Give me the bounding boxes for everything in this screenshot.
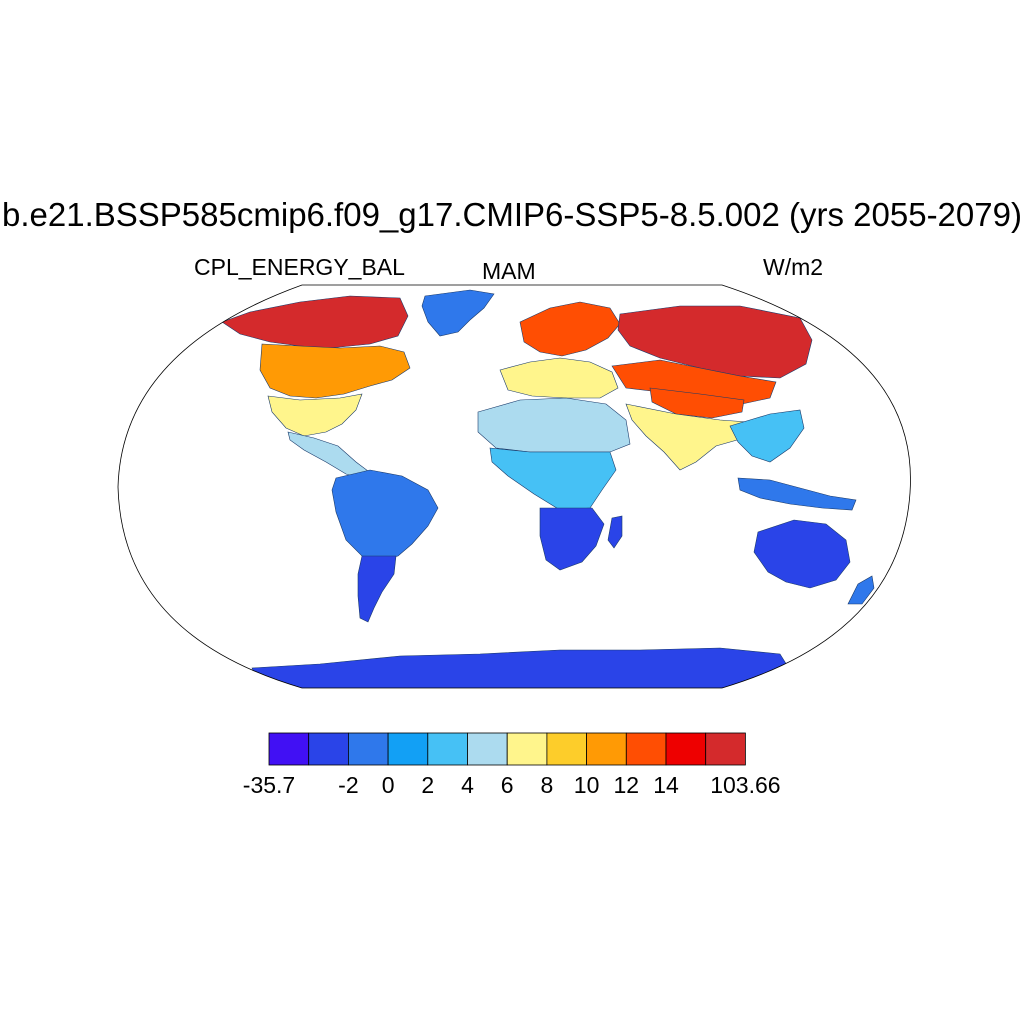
colorbar-tick-label: 14 [653,772,679,798]
colorbar-swatch [308,732,349,766]
colorbar-tick-label: 12 [613,772,640,798]
region-antarctica [251,647,791,688]
colorbar-swatch [705,732,746,766]
colorbar-tick-label: 10 [573,772,600,798]
land-layer [221,289,875,688]
region-southeast-asia [729,409,805,463]
colorbar-tick-label: 6 [500,772,514,798]
colorbar-swatch [347,732,389,766]
region-australia [753,519,851,589]
region-patagonia [357,555,397,623]
region-siberia [617,305,813,379]
plot-title: b.e21.BSSP585cmip6.f09_g17.CMIP6-SSP5-8.… [2,196,1022,233]
colorbar-tick-label: -2 [338,772,359,798]
region-north-america-arctic [221,295,409,349]
colorbar [268,732,746,766]
colorbar-swatch [387,732,429,766]
region-greenland [421,289,495,337]
colorbar-swatch [586,732,627,766]
colorbar-swatch [546,732,588,766]
region-indonesia [737,477,857,511]
region-tropical-africa [489,447,617,511]
colorbar-swatch [665,732,707,766]
units-label: W/m2 [763,254,824,280]
colorbar-swatch [506,732,548,766]
region-new-zealand [847,575,875,605]
region-europe [519,301,621,357]
region-mediterranean [499,357,619,399]
region-sahara [477,397,631,453]
colorbar-swatch [625,732,667,766]
colorbar-tick-label: -35.7 [242,772,296,798]
colorbar-tick-label: 4 [461,772,474,798]
region-north-america-south [267,393,363,437]
colorbar-swatch [427,732,468,766]
region-south-america [331,469,439,561]
region-central-asia [611,359,777,405]
colorbar-tick-label: 8 [540,772,554,798]
projection-border [117,284,911,689]
variable-label: CPL_ENERGY_BAL [194,254,405,280]
region-tibet [649,387,745,419]
region-southern-africa [539,507,605,571]
colorbar-swatch [268,732,310,766]
colorbar-tick-label: 103.66 [710,772,781,798]
colorbar-swatch [467,732,508,766]
region-india [625,403,749,471]
colorbar-tick-label: 0 [381,772,395,798]
colorbar-tick-label: 2 [421,772,435,798]
region-north-america-mid [259,343,411,399]
region-madagascar [607,515,623,549]
season-label: MAM [482,258,536,284]
